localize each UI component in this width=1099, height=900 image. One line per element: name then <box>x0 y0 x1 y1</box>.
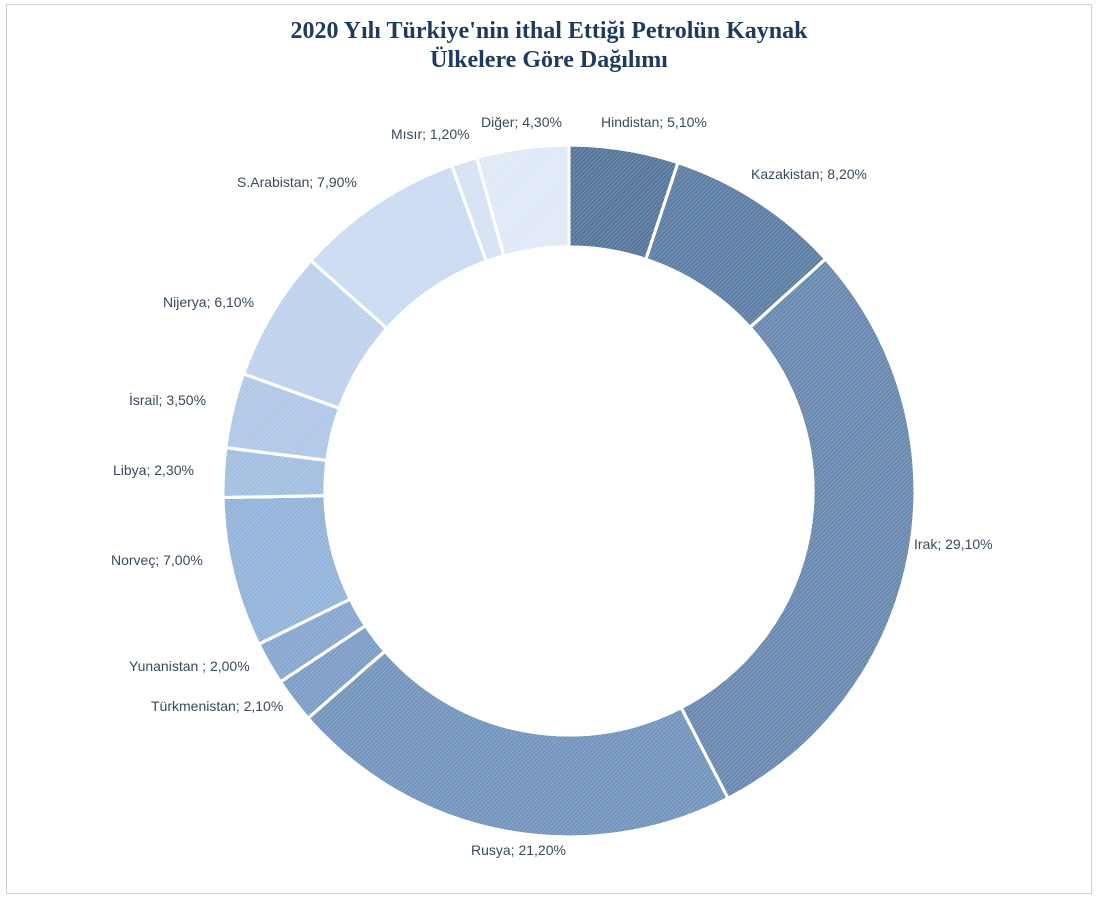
donut-slice-hatch <box>474 143 571 258</box>
slice-label: Diğer; 4,30% <box>481 114 562 130</box>
chart-title-line-1: 2020 Yılı Türkiye'nin ithal Ettiği Petro… <box>290 18 808 44</box>
slice-label: Rusya; 21,20% <box>471 842 566 858</box>
chart-title: 2020 Yılı Türkiye'nin ithal Ettiği Petro… <box>7 17 1091 75</box>
donut-slice <box>224 371 342 463</box>
donut-chart: Hindistan; 5,10% Kazakistan; 8,20% Irak; 2… <box>111 114 993 858</box>
donut-slice <box>305 649 731 839</box>
slice-label: Nijerya; 6,10% <box>163 294 254 310</box>
donut-slice <box>221 445 329 500</box>
donut-slice <box>474 143 571 258</box>
donut-slices <box>221 143 917 839</box>
donut-labels: Hindistan; 5,10% Kazakistan; 8,20% Irak; 2… <box>111 114 993 858</box>
slice-label: Libya; 2,30% <box>113 462 194 478</box>
chart-title-line-2: Ülkelere Göre Dağılımı <box>430 47 668 73</box>
slice-label: Hindistan; 5,10% <box>601 114 707 130</box>
slice-label: S.Arabistan; 7,90% <box>237 174 357 190</box>
donut-slice <box>221 494 353 647</box>
slice-label: Yunanistan ; 2,00% <box>129 658 250 674</box>
donut-slice <box>679 256 917 801</box>
donut-slice <box>567 143 680 262</box>
slice-label: Kazakistan; 8,20% <box>751 166 867 182</box>
slice-label: Irak; 29,10% <box>914 536 993 552</box>
donut-slice <box>308 163 489 331</box>
slice-label: Türkmenistan; 2,10% <box>151 698 283 714</box>
donut-slice-hatch <box>305 649 731 839</box>
slice-label: Norveç; 7,00% <box>111 552 203 568</box>
donut-slice-hatch <box>679 256 917 801</box>
slice-label: İsrail; 3,50% <box>129 391 206 408</box>
chart-frame: 2020 Yılı Türkiye'nin ithal Ettiği Petro… <box>6 4 1092 894</box>
slice-label: Mısır; 1,20% <box>391 126 470 142</box>
